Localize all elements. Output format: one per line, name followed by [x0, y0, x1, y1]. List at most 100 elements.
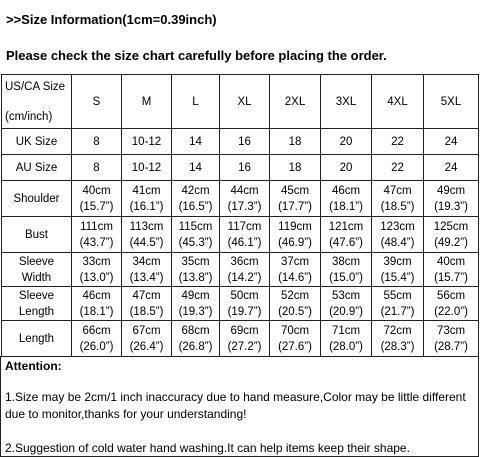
cell-value: 44cm: [230, 184, 259, 197]
table-cell: 38cm (15.0”): [320, 252, 372, 287]
cell-value: 40cm: [436, 255, 466, 268]
table-cell: 8: [71, 128, 122, 155]
table-cell: 10-12: [121, 154, 172, 181]
table-cell: 46cm (18.1”): [320, 180, 372, 217]
size-header: M: [121, 74, 172, 129]
table-cell: 125cm (49.2”): [423, 216, 479, 253]
table-cell: 8: [71, 154, 122, 181]
table-row-au-size: AU Size 8 10-12 14 16 18 20 22 24: [1, 154, 479, 181]
table-row-us-size: US/CA Size (cm/inch) S M L XL 2XL 3XL 4X…: [1, 74, 479, 129]
cell-value: (49.2”): [434, 236, 468, 249]
table-cell: 70cm (27.6”): [269, 320, 321, 357]
cell-value: 52cm: [280, 289, 310, 302]
table-cell: 10-12: [121, 128, 172, 155]
sleeve-length-label: Sleeve Length: [1, 286, 72, 321]
size-header: 3XL: [320, 74, 372, 129]
cell-value: Length: [18, 305, 55, 318]
cell-value: 34cm: [132, 255, 161, 268]
table-cell: 119cm (46.9”): [269, 216, 321, 253]
cell-value: Width: [21, 271, 52, 284]
cell-value: (27.6”): [278, 340, 312, 353]
table-cell: 39cm (15.4”): [371, 252, 424, 287]
size-header: XL: [219, 74, 270, 129]
cell-value: 72cm: [383, 324, 412, 337]
table-cell: 46cm (18.1”): [71, 286, 122, 321]
cell-value: (19.3”): [178, 305, 213, 318]
table-cell: 47cm (18.5”): [371, 180, 424, 217]
cell-value: 33cm: [82, 255, 111, 268]
attention-heading: Attention:: [5, 359, 62, 373]
us-size-label-cell: US/CA Size (cm/inch): [1, 74, 72, 129]
table-cell: 117cm (46.1”): [219, 216, 270, 253]
cell-value: (44.5”): [129, 236, 164, 249]
cell-value: (17.3”): [227, 200, 262, 213]
table-cell: 49cm (19.3”): [423, 180, 479, 217]
cell-value: (14.2”): [227, 271, 262, 284]
cell-value: (19.3”): [434, 200, 468, 213]
size-header: 5XL: [423, 74, 479, 129]
us-size-label: US/CA Size: [5, 80, 66, 93]
cell-value: 113cm: [129, 220, 164, 233]
cell-value: (26.4”): [129, 340, 164, 353]
cell-value: Sleeve: [18, 289, 55, 302]
table-cell: 34cm (13.4”): [121, 252, 172, 287]
cell-value: (13.8”): [178, 271, 213, 284]
cell-value: 123cm: [380, 220, 415, 233]
table-cell: 35cm (13.8”): [171, 252, 220, 287]
length-label: Length: [1, 320, 72, 357]
table-cell: 73cm (28.7”): [423, 320, 479, 357]
au-size-label: AU Size: [1, 154, 72, 181]
cell-value: 56cm: [436, 289, 466, 302]
table-cell: 115cm (45.3”): [171, 216, 220, 253]
size-information-heading: >>Size Information(1cm=0.39inch): [6, 12, 217, 27]
cell-value: 53cm: [331, 289, 361, 302]
cell-value: 36cm: [230, 255, 259, 268]
cell-value: 41cm: [132, 184, 161, 197]
cell-value: (28.3”): [380, 340, 415, 353]
cell-value: (18.5”): [129, 305, 164, 318]
table-row-shoulder: Shoulder 40cm (15.7”) 41cm (16.1”) 42cm (16…: [1, 180, 479, 217]
cell-value: (18.1”): [79, 305, 114, 318]
table-cell: 55cm (21.7”): [371, 286, 424, 321]
cell-value: 46cm: [331, 184, 361, 197]
cell-value: 66cm: [82, 324, 111, 337]
table-cell: 49cm (19.3”): [171, 286, 220, 321]
cell-value: (15.7”): [434, 271, 468, 284]
note-washing: 2.Suggestion of cold water hand washing.…: [5, 441, 410, 455]
cell-value: 49cm: [181, 289, 210, 302]
cell-value: (45.3”): [178, 236, 213, 249]
table-cell: 121cm (47.6”): [320, 216, 372, 253]
table-cell: 72cm (28.3”): [371, 320, 424, 357]
table-cell: 44cm (17.3”): [219, 180, 270, 217]
table-cell: 66cm (26.0”): [71, 320, 122, 357]
table-cell: 18: [269, 154, 321, 181]
cell-value: 117cm: [227, 220, 262, 233]
cell-value: (15.0”): [329, 271, 363, 284]
cell-value: (13.0”): [79, 271, 114, 284]
cell-value: (48.4”): [380, 236, 415, 249]
cell-value: 69cm: [230, 324, 259, 337]
table-cell: 14: [171, 154, 220, 181]
size-chart-table: US/CA Size (cm/inch) S M L XL 2XL 3XL 4X…: [1, 74, 479, 357]
uk-size-label: UK Size: [1, 128, 72, 155]
cell-value: (46.9”): [278, 236, 312, 249]
attention-notes-box: Attention: 1.Size may be 2cm/1 inch inac…: [0, 356, 479, 457]
table-cell: 123cm (48.4”): [371, 216, 424, 253]
cell-value: 121cm: [328, 220, 364, 233]
table-cell: 68cm (26.8”): [171, 320, 220, 357]
cell-value: (21.7”): [380, 305, 415, 318]
note-size-inaccuracy: 1.Size may be 2cm/1 inch inaccuracy due …: [5, 390, 466, 404]
cell-value: (16.1”): [129, 200, 164, 213]
cell-value: (27.2”): [227, 340, 262, 353]
cell-value: (16.5”): [178, 200, 213, 213]
bust-label: Bust: [1, 216, 72, 253]
table-cell: 42cm (16.5”): [171, 180, 220, 217]
cell-value: 115cm: [178, 220, 213, 233]
table-cell: 111cm (43.7”): [71, 216, 122, 253]
cell-value: (28.0”): [329, 340, 363, 353]
table-cell: 52cm (20.5”): [269, 286, 321, 321]
cell-value: (13.4”): [129, 271, 164, 284]
cell-value: 55cm: [383, 289, 412, 302]
table-cell: 33cm (13.0”): [71, 252, 122, 287]
cell-value: 35cm: [181, 255, 210, 268]
